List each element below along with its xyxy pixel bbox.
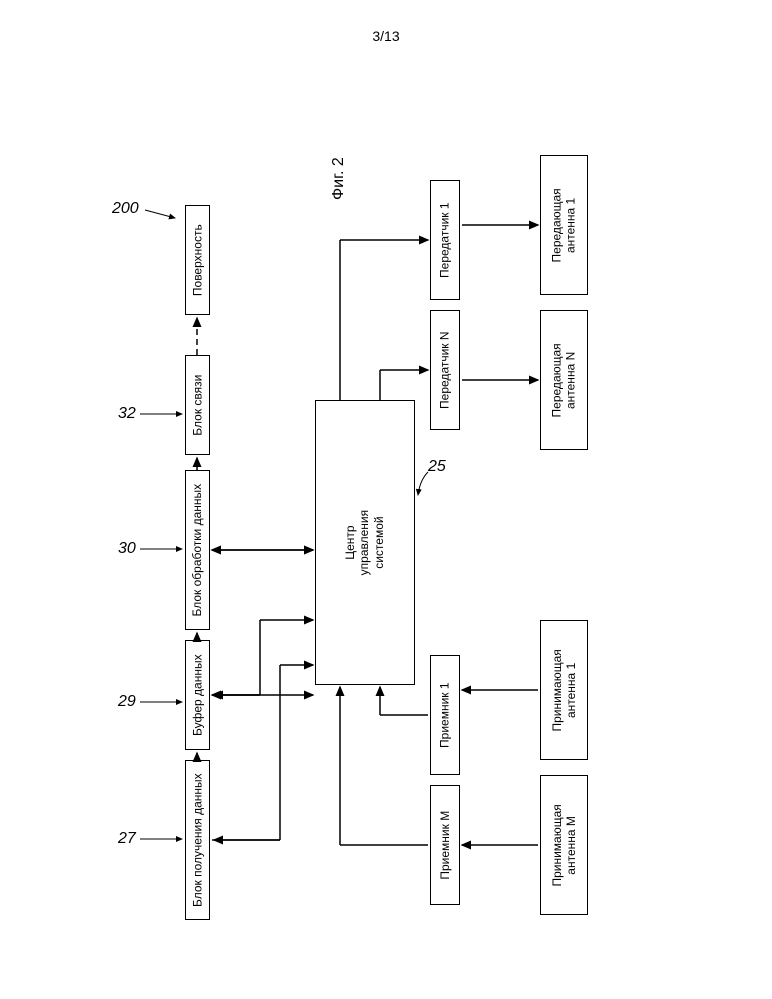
tx1-label: Передатчик 1 <box>438 202 452 278</box>
txantN-box: Передающая антенна N <box>540 310 588 450</box>
center-l2: управления <box>358 510 372 575</box>
txN-label: Передатчик N <box>438 331 452 409</box>
surface-box: Поверхность <box>185 205 210 315</box>
rxantM-label: Принимающая антенна M <box>550 804 579 886</box>
rxM-label: Приемник M <box>438 811 452 880</box>
proc-box: Блок обработки данных <box>185 470 210 630</box>
ref-32: 32 <box>118 405 136 423</box>
txant1-label: Передающая антенна 1 <box>550 188 579 262</box>
proc-label: Блок обработки данных <box>190 484 204 617</box>
rxant1-a: Принимающая <box>550 649 564 731</box>
rxantM-b: антенна M <box>564 816 578 875</box>
comm-label: Блок связи <box>190 374 204 435</box>
ref-25: 25 <box>428 458 446 476</box>
rxM-box: Приемник M <box>430 785 460 905</box>
rxant1-box: Принимающая антенна 1 <box>540 620 588 760</box>
txN-box: Передатчик N <box>430 310 460 430</box>
center-l1: Центр <box>343 525 357 559</box>
txant1-a: Передающая <box>550 188 564 262</box>
buffer-box: Буфер данных <box>185 640 210 750</box>
txant1-b: антенна 1 <box>564 197 578 252</box>
page-number: 3/13 <box>372 28 399 44</box>
acq-label: Блок получения данных <box>190 773 204 907</box>
tx1-box: Передатчик 1 <box>430 180 460 300</box>
ref-30: 30 <box>118 540 136 558</box>
ref-29: 29 <box>118 693 136 711</box>
rx1-label: Приемник 1 <box>438 682 452 748</box>
acq-box: Блок получения данных <box>185 760 210 920</box>
center-box: Центр управления системой <box>315 400 415 685</box>
ref-200: 200 <box>112 200 139 218</box>
txantN-label: Передающая антенна N <box>550 343 579 417</box>
buffer-label: Буфер данных <box>190 654 204 736</box>
txantN-a: Передающая <box>550 343 564 417</box>
surface-label: Поверхность <box>190 224 204 296</box>
rxantM-a: Принимающая <box>550 804 564 886</box>
rxant1-label: Принимающая антенна 1 <box>550 649 579 731</box>
center-label: Центр управления системой <box>343 510 386 575</box>
figure-label: Фиг. 2 <box>330 157 348 200</box>
rx1-box: Приемник 1 <box>430 655 460 775</box>
txant1-box: Передающая антенна 1 <box>540 155 588 295</box>
center-l3: системой <box>372 516 386 568</box>
ref-27: 27 <box>118 830 136 848</box>
comm-box: Блок связи <box>185 355 210 455</box>
txantN-b: антенна N <box>564 351 578 408</box>
rxant1-b: антенна 1 <box>564 662 578 717</box>
rxantM-box: Принимающая антенна M <box>540 775 588 915</box>
